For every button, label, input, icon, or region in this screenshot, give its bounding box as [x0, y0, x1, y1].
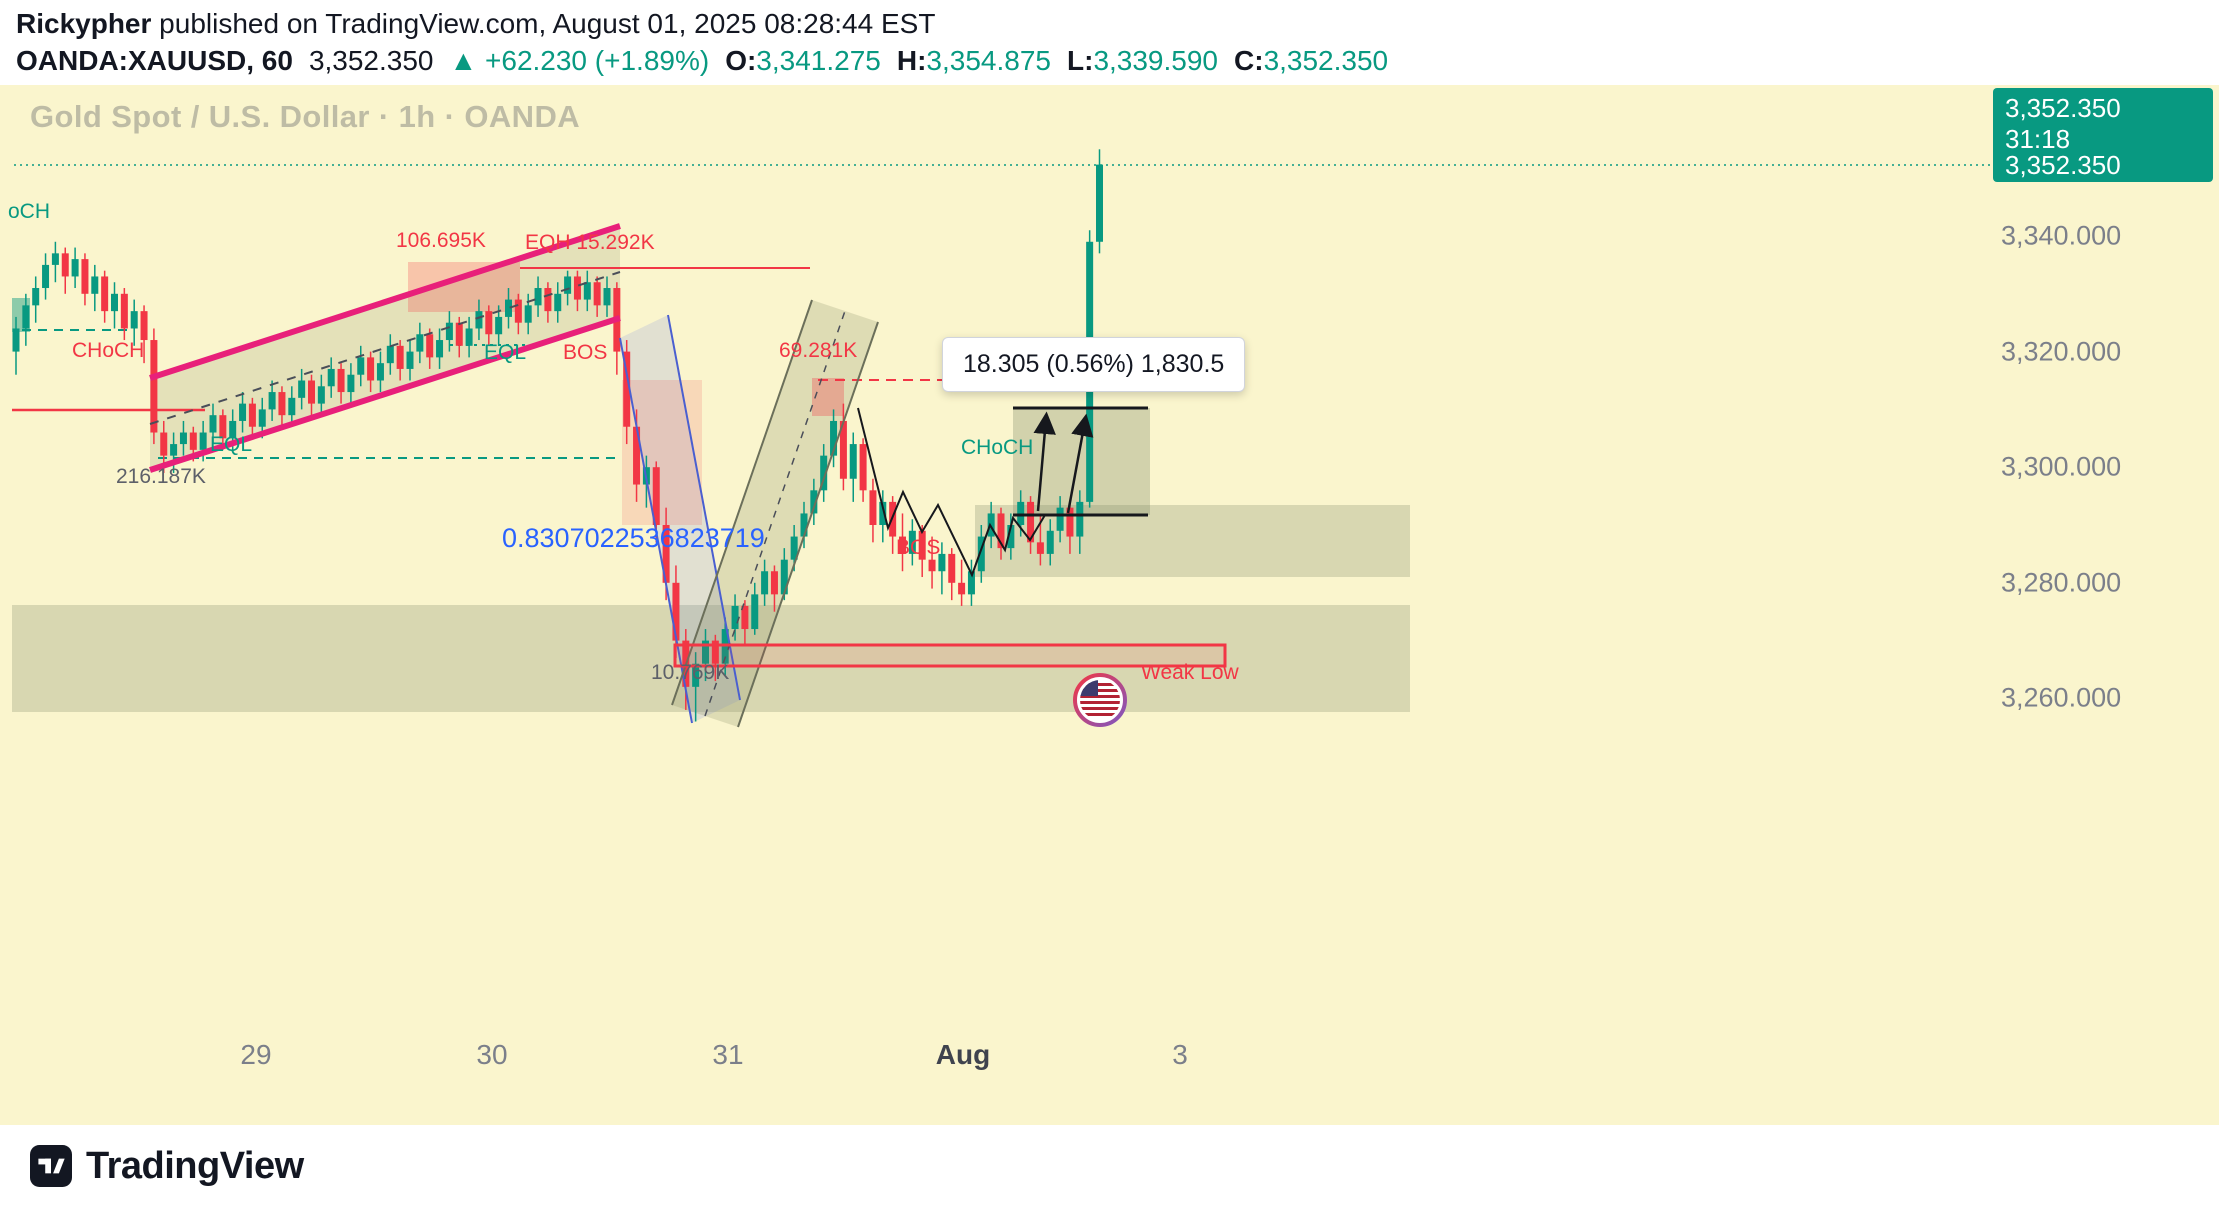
low-value: 3,339.590	[1093, 45, 1219, 76]
pink-ascending-channel-fill	[150, 226, 620, 470]
annotation-69-281k: 69.281K	[779, 339, 857, 362]
close-value: 3,352.350	[1263, 45, 1389, 76]
chart-canvas[interactable]: Gold Spot / U.S. Dollar · 1h · OANDA oCH…	[0, 85, 2219, 1125]
measure-tooltip: 18.305 (0.56%) 1,830.5	[942, 337, 1246, 392]
annotation-eql: EQL	[484, 341, 526, 364]
high-label: H:	[896, 45, 927, 76]
ohlc-low: L:3,339.590	[1067, 42, 1218, 79]
us-flag-event-icon[interactable]	[1072, 672, 1128, 728]
ohlc-high: H:3,354.875	[897, 42, 1051, 79]
author-name: Rickypher	[16, 8, 152, 39]
time-axis-label: Aug	[935, 1039, 991, 1070]
footer: TradingView	[0, 1125, 2219, 1207]
last-price: 3,352.350	[308, 45, 434, 76]
publish-byline: Rickypher published on TradingView.com, …	[16, 5, 2219, 42]
chart-watermark: Gold Spot / U.S. Dollar · 1h · OANDA	[30, 99, 581, 134]
open-value: 3,341.275	[756, 45, 881, 76]
high-value: 3,354.875	[926, 45, 1051, 76]
time-axis-label: 30	[476, 1039, 508, 1070]
symbol-name[interactable]: OANDA:XAUUSD, 60	[16, 45, 293, 76]
lower-zone	[12, 605, 1410, 712]
up-arrow	[1066, 413, 1094, 514]
ohlc-open: O:3,341.275	[725, 42, 881, 79]
annotation-och: oCH	[8, 200, 50, 223]
low-label: L:	[1067, 45, 1094, 76]
weak-low-box[interactable]	[673, 643, 1227, 668]
tradingview-logo-icon[interactable]	[30, 1145, 72, 1187]
annotation-bos: BOS	[563, 341, 607, 364]
current-price-badge: 3,352.350	[1993, 149, 2213, 182]
channel-lines	[149, 223, 879, 728]
price-axis-label: 3,320.000	[2001, 336, 2122, 367]
price-change: ▲ +62.230 (+1.89%)	[450, 42, 710, 79]
annotation-eqh-15-292k: EQH 15.292K	[525, 231, 655, 254]
time-axis-label: 31	[712, 1039, 744, 1070]
tradingview-wordmark[interactable]: TradingView	[86, 1144, 304, 1187]
annotation-choch: CHoCH	[961, 436, 1033, 459]
open-label: O:	[725, 45, 757, 76]
blue-descending-channel[interactable]	[619, 337, 693, 724]
time-axis[interactable]: 29 30 31 Aug 3	[0, 1033, 2219, 1083]
symbol-info-row: OANDA:XAUUSD, 60 3,352.350 ▲ +62.230 (+1…	[16, 42, 2219, 79]
annotation-choch: CHoCH	[72, 339, 144, 362]
publish-header: Rickypher published on TradingView.com, …	[0, 0, 2219, 85]
pink-ascending-channel[interactable]	[149, 315, 621, 473]
blue-descending-channel[interactable]	[667, 314, 741, 701]
annotation-bos: BOS	[896, 536, 940, 559]
time-axis-label: 3	[1172, 1039, 1188, 1070]
annotation-106-695k: 106.695K	[396, 229, 486, 252]
publish-info: published on TradingView.com, August 01,…	[151, 8, 936, 39]
time-axis-label: 29	[240, 1039, 272, 1070]
price-axis-label: 3,300.000	[2001, 451, 2122, 482]
price-axis-label: 3,340.000	[2001, 220, 2122, 251]
olive-ascending-channel[interactable]	[737, 321, 879, 728]
annotation-10-769k: 10.769K	[651, 661, 729, 684]
badge-price: 3,352.350	[2005, 93, 2121, 123]
up-arrow-icon: ▲	[449, 45, 478, 76]
close-label: C:	[1234, 45, 1264, 76]
blue-descending-channel-fill	[620, 315, 740, 723]
up-arrow	[1033, 411, 1056, 512]
price-axis-label: 3,280.000	[2001, 567, 2122, 598]
target-box	[1013, 408, 1150, 515]
annotation-eql: EQL	[210, 433, 252, 456]
change-text: +62.230 (+1.89%)	[485, 45, 710, 76]
zigzag-line[interactable]	[857, 407, 1046, 578]
price-axis-label: 3,260.000	[2001, 682, 2122, 713]
level-lines	[12, 267, 948, 459]
price-axis[interactable]: 3,352.350 31:18 3,352.350 3,340.000 3,320…	[1989, 85, 2219, 1125]
annotation-216-187k: 216.187K	[116, 465, 206, 488]
annotation-weak-low: Weak Low	[1141, 661, 1239, 684]
ohlc-close: C:3,352.350	[1234, 42, 1388, 79]
olive-ascending-channel[interactable]	[671, 299, 813, 706]
pink-ascending-channel[interactable]	[149, 223, 621, 381]
annotation-0-8307022536823719: 0.8307022536823719	[502, 523, 765, 553]
candles	[12, 149, 1103, 722]
measure-tool	[857, 406, 1148, 578]
